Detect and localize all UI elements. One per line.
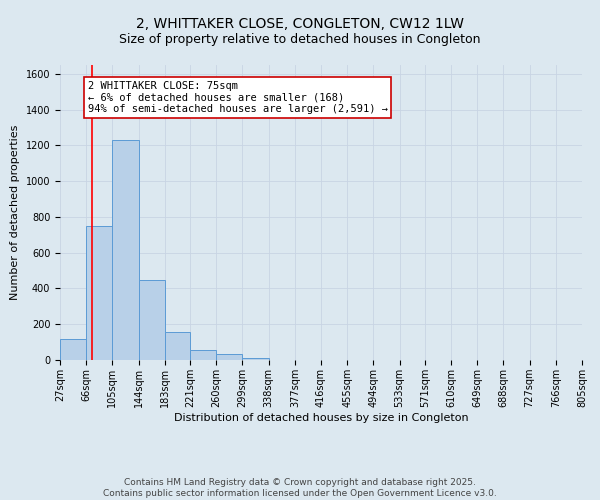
Bar — [242, 358, 269, 360]
Text: Size of property relative to detached houses in Congleton: Size of property relative to detached ho… — [119, 32, 481, 46]
Text: Contains HM Land Registry data © Crown copyright and database right 2025.
Contai: Contains HM Land Registry data © Crown c… — [103, 478, 497, 498]
Bar — [60, 338, 86, 360]
Y-axis label: Number of detached properties: Number of detached properties — [10, 125, 20, 300]
Text: 2, WHITTAKER CLOSE, CONGLETON, CW12 1LW: 2, WHITTAKER CLOSE, CONGLETON, CW12 1LW — [136, 18, 464, 32]
Bar — [190, 350, 217, 360]
Bar — [217, 354, 242, 360]
Bar — [164, 332, 190, 360]
Bar — [139, 280, 164, 360]
Bar — [112, 140, 139, 360]
Text: 2 WHITTAKER CLOSE: 75sqm
← 6% of detached houses are smaller (168)
94% of semi-d: 2 WHITTAKER CLOSE: 75sqm ← 6% of detache… — [88, 81, 388, 114]
Bar — [86, 226, 112, 360]
X-axis label: Distribution of detached houses by size in Congleton: Distribution of detached houses by size … — [173, 412, 469, 422]
